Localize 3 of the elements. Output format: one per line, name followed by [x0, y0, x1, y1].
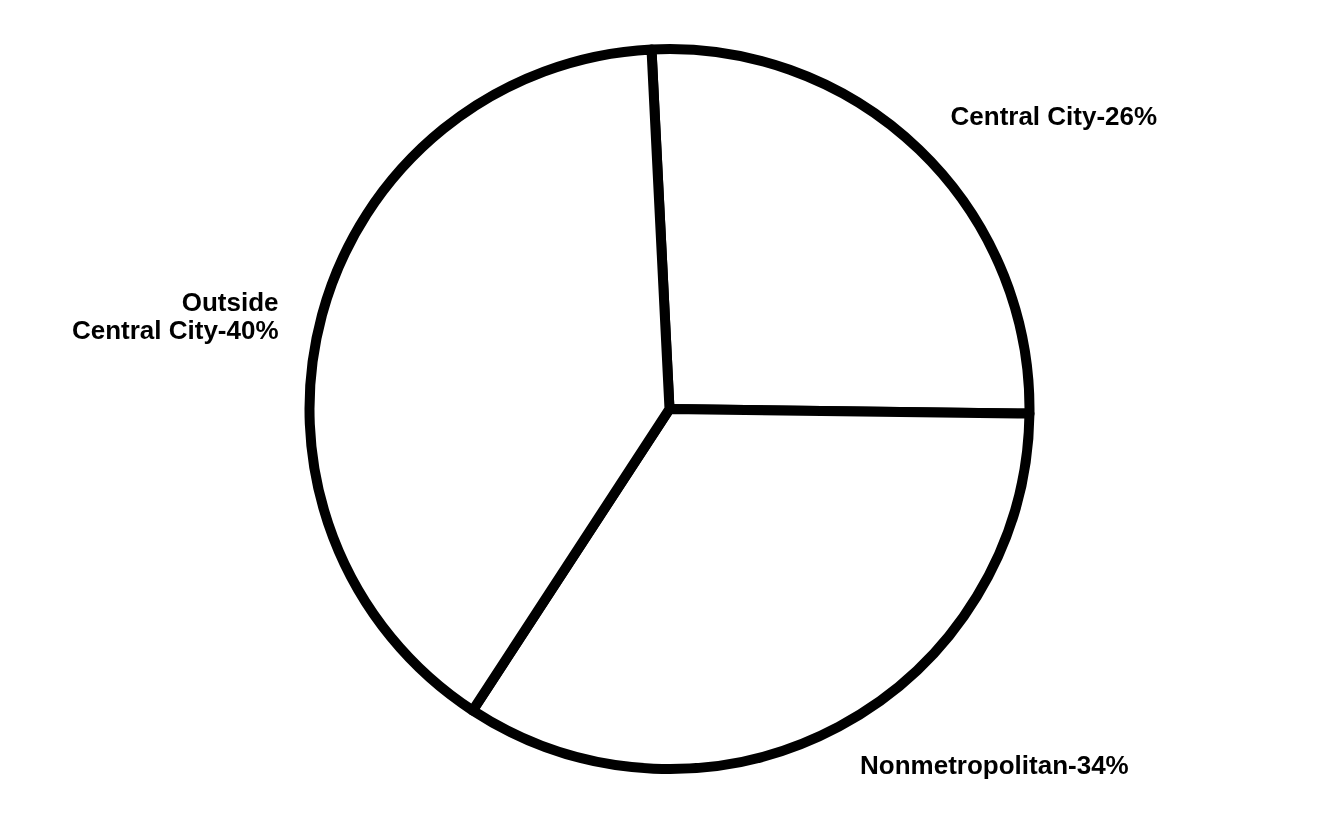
slice-label: Nonmetropolitan-34%: [860, 750, 1129, 781]
slice-label: Central City-26%: [950, 101, 1158, 132]
slice-label: Outside Central City-40%: [71, 287, 279, 346]
